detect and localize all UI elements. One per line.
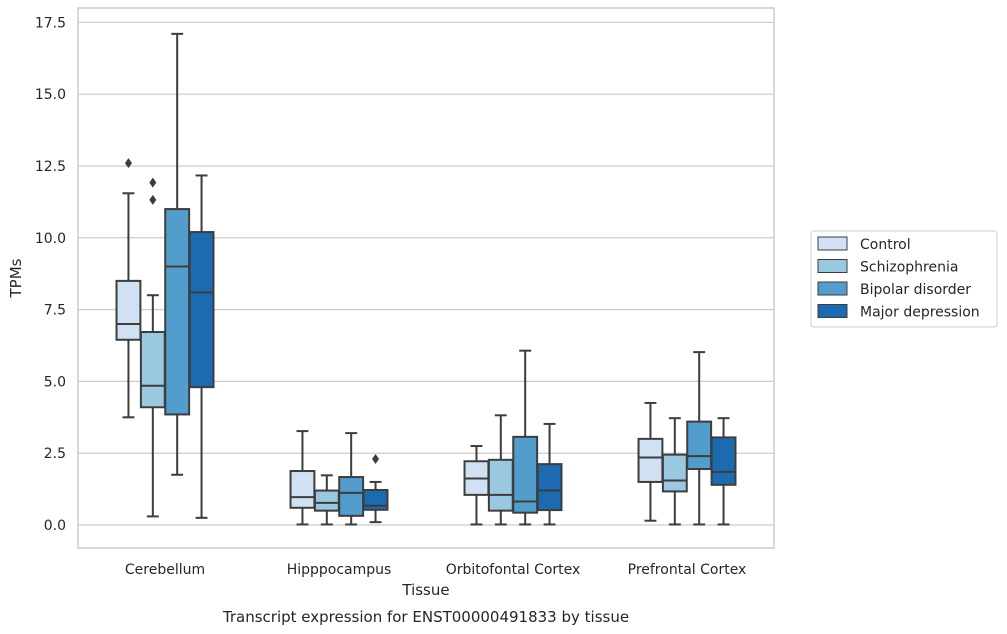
box	[289, 470, 316, 509]
legend-swatch	[817, 304, 848, 318]
box	[637, 437, 664, 483]
box	[139, 331, 166, 409]
y-tick-label: 10.0	[35, 231, 66, 247]
box-group	[710, 417, 737, 526]
box	[686, 420, 713, 471]
box-group	[463, 445, 490, 526]
box	[188, 231, 215, 389]
y-tick-label: 5.0	[44, 374, 66, 390]
legend-label: Control	[860, 237, 911, 253]
box	[362, 488, 389, 511]
outlier-point	[149, 194, 157, 205]
x-tick-label: Prefrontal Cortex	[628, 562, 747, 578]
box	[710, 436, 737, 486]
legend-frame	[810, 230, 998, 328]
chart-caption: Transcript expression for ENST0000049183…	[222, 608, 629, 626]
legend-label: Bipolar disorder	[860, 282, 971, 298]
legend-label: Major depression	[860, 305, 980, 321]
outlier-point	[372, 453, 380, 464]
legend: Control Schizophrenia Bipolar disorder Majo…	[810, 230, 998, 328]
y-tick-label: 2.5	[44, 446, 66, 462]
box-group	[188, 174, 215, 519]
box	[313, 489, 340, 512]
box-group	[686, 351, 713, 526]
box-group	[313, 474, 340, 526]
x-tick-label: Hipppocampus	[287, 562, 392, 578]
legend-swatch	[817, 236, 848, 251]
x-axis-ticks: Cerebellum Hipppocampus Orbitofontal Corte…	[125, 562, 746, 578]
x-axis-title: Tissue	[401, 581, 449, 599]
y-tick-label: 15.0	[35, 87, 66, 103]
box	[115, 279, 142, 341]
legend-label: Schizophrenia	[860, 260, 958, 276]
box-group	[338, 432, 365, 526]
legend-swatch	[817, 259, 848, 273]
x-tick-label: Orbitofontal Cortex	[446, 562, 581, 578]
box-group	[115, 158, 142, 419]
x-tick-label: Cerebellum	[125, 562, 205, 578]
box	[661, 453, 688, 493]
box	[487, 458, 514, 512]
box-group	[362, 453, 389, 524]
legend-swatch	[817, 281, 848, 296]
y-axis-ticks: 0.0 2.5 5.0 7.5 10.0 12.5 15.0 17.5	[35, 15, 66, 534]
y-tick-label: 0.0	[44, 518, 66, 534]
box	[338, 476, 365, 517]
box-group	[661, 417, 688, 526]
y-tick-label: 17.5	[35, 15, 66, 31]
y-tick-label: 7.5	[44, 303, 66, 319]
box	[536, 463, 563, 512]
box-group	[637, 401, 664, 522]
box-group	[536, 422, 563, 526]
boxes	[115, 32, 737, 526]
box-group	[289, 430, 316, 526]
y-axis-title: TPMs	[7, 258, 25, 298]
box-group	[487, 414, 514, 526]
box-group	[139, 177, 166, 518]
y-tick-label: 12.5	[35, 159, 66, 175]
outlier-point	[149, 177, 157, 188]
box	[164, 208, 191, 416]
outlier-point	[124, 158, 132, 169]
